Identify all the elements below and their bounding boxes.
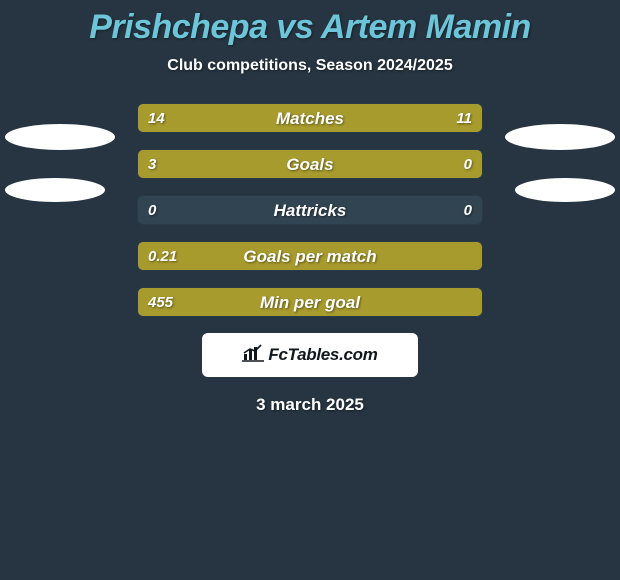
subtitle: Club competitions, Season 2024/2025 <box>0 57 620 75</box>
comparison-card: Prishchepa vs Artem Mamin Club competiti… <box>0 0 620 580</box>
stat-label: Hattricks <box>138 196 482 224</box>
photo-placeholder <box>5 124 115 150</box>
stat-label: Matches <box>138 104 482 132</box>
brand-badge: FcTables.com <box>202 333 418 377</box>
stat-label: Min per goal <box>138 288 482 316</box>
brand-text: FcTables.com <box>268 345 377 365</box>
stat-bars: 1411Matches 30Goals 00Hattricks 0.21Goals p… <box>137 103 483 317</box>
stat-label: Goals per match <box>138 242 482 270</box>
page-title: Prishchepa vs Artem Mamin <box>0 0 620 47</box>
photo-placeholder <box>515 178 615 202</box>
photo-placeholder <box>505 124 615 150</box>
stat-label: Goals <box>138 150 482 178</box>
stat-row: 1411Matches <box>137 103 483 133</box>
photo-placeholder <box>5 178 105 202</box>
chart-icon <box>242 344 264 367</box>
stat-row: 00Hattricks <box>137 195 483 225</box>
stat-row: 455Min per goal <box>137 287 483 317</box>
stat-row: 0.21Goals per match <box>137 241 483 271</box>
stat-row: 30Goals <box>137 149 483 179</box>
date-label: 3 march 2025 <box>0 395 620 415</box>
